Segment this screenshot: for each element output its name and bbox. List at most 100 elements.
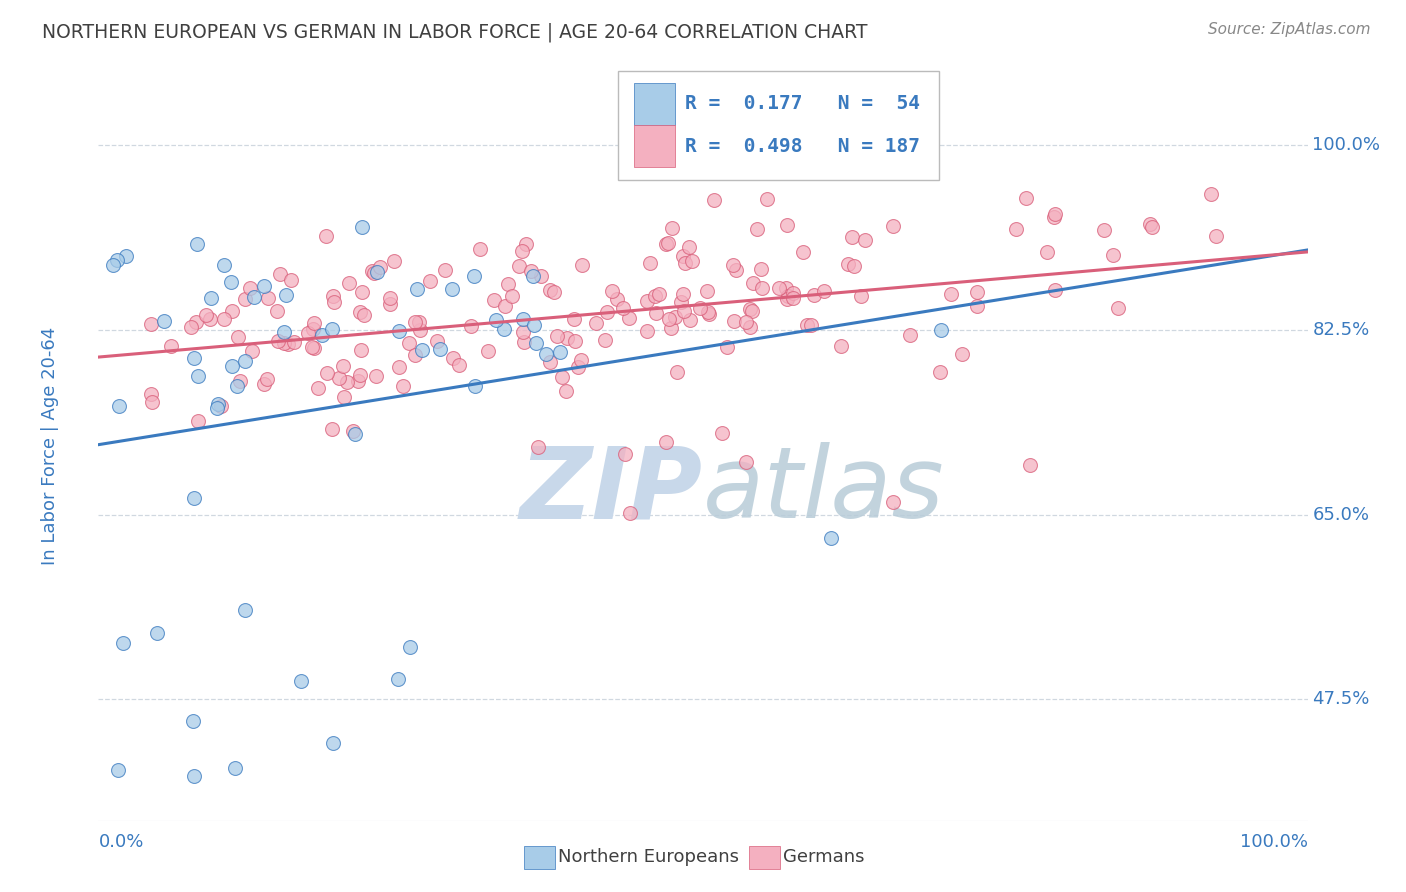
- Text: Source: ZipAtlas.com: Source: ZipAtlas.com: [1208, 22, 1371, 37]
- Point: [775, 281, 797, 295]
- Point: [353, 308, 375, 322]
- Point: [1205, 228, 1227, 243]
- Point: [233, 603, 256, 617]
- Point: [1043, 211, 1066, 225]
- Point: [315, 228, 337, 243]
- Point: [796, 318, 818, 332]
- Point: [398, 335, 420, 350]
- Point: [555, 384, 578, 398]
- Point: [661, 221, 683, 235]
- Point: [229, 374, 252, 388]
- Point: [321, 322, 343, 336]
- Point: [1019, 458, 1042, 472]
- Point: [426, 334, 449, 349]
- Point: [551, 370, 574, 384]
- Point: [447, 359, 470, 373]
- Point: [723, 259, 745, 273]
- Point: [543, 285, 565, 300]
- Point: [114, 249, 136, 263]
- Point: [619, 506, 641, 520]
- Text: NORTHERN EUROPEAN VS GERMAN IN LABOR FORCE | AGE 20-64 CORRELATION CHART: NORTHERN EUROPEAN VS GERMAN IN LABOR FOR…: [42, 22, 868, 42]
- Point: [679, 313, 702, 327]
- Point: [419, 274, 441, 288]
- Point: [567, 359, 589, 374]
- Point: [214, 258, 236, 272]
- Point: [441, 351, 464, 365]
- Point: [107, 253, 129, 268]
- Point: [200, 291, 222, 305]
- Point: [186, 236, 208, 251]
- Point: [226, 379, 249, 393]
- Point: [1092, 223, 1115, 237]
- Point: [323, 295, 346, 310]
- Point: [101, 258, 124, 272]
- Point: [360, 264, 382, 278]
- Point: [333, 390, 356, 404]
- Point: [233, 292, 256, 306]
- Point: [593, 334, 616, 348]
- Point: [837, 257, 859, 271]
- Point: [515, 237, 537, 252]
- Point: [636, 294, 658, 309]
- Text: 100.0%: 100.0%: [1240, 833, 1308, 851]
- Point: [363, 266, 385, 280]
- Point: [349, 368, 371, 382]
- Point: [207, 397, 229, 411]
- Point: [638, 256, 661, 270]
- Point: [741, 303, 763, 318]
- Point: [274, 288, 297, 302]
- Point: [562, 312, 585, 326]
- Point: [672, 286, 695, 301]
- Text: 65.0%: 65.0%: [1312, 506, 1369, 524]
- Point: [304, 341, 326, 355]
- Point: [337, 277, 360, 291]
- Point: [1199, 187, 1222, 202]
- Point: [657, 312, 679, 326]
- Point: [226, 329, 249, 343]
- Point: [569, 353, 592, 368]
- Point: [290, 674, 312, 689]
- Point: [501, 288, 523, 302]
- Point: [205, 401, 228, 415]
- Point: [315, 366, 337, 380]
- Point: [221, 276, 243, 290]
- Point: [463, 268, 485, 283]
- Point: [596, 305, 619, 319]
- Point: [747, 222, 769, 236]
- Point: [929, 365, 952, 379]
- Point: [636, 324, 658, 338]
- Text: R =  0.177   N =  54: R = 0.177 N = 54: [685, 94, 920, 113]
- Point: [882, 495, 904, 509]
- Point: [664, 310, 686, 324]
- Point: [277, 337, 299, 351]
- Text: 100.0%: 100.0%: [1312, 136, 1381, 154]
- Point: [408, 315, 430, 329]
- Point: [198, 311, 221, 326]
- Point: [391, 379, 413, 393]
- Point: [524, 335, 547, 350]
- Point: [349, 305, 371, 319]
- Text: atlas: atlas: [703, 442, 945, 540]
- Point: [782, 291, 804, 305]
- Point: [221, 359, 243, 373]
- Point: [613, 446, 636, 460]
- Text: 47.5%: 47.5%: [1312, 690, 1369, 708]
- Point: [266, 304, 288, 318]
- Point: [145, 626, 167, 640]
- Point: [1139, 217, 1161, 231]
- Point: [311, 327, 333, 342]
- Point: [308, 381, 330, 395]
- Point: [813, 284, 835, 298]
- Text: ZIP: ZIP: [520, 442, 703, 540]
- Point: [657, 236, 679, 251]
- Point: [1142, 220, 1164, 235]
- Point: [399, 640, 422, 654]
- Point: [107, 400, 129, 414]
- Point: [585, 316, 607, 330]
- Point: [853, 233, 876, 247]
- Point: [768, 281, 790, 295]
- Point: [212, 311, 235, 326]
- Point: [382, 254, 405, 268]
- Point: [550, 345, 572, 359]
- Point: [678, 240, 700, 254]
